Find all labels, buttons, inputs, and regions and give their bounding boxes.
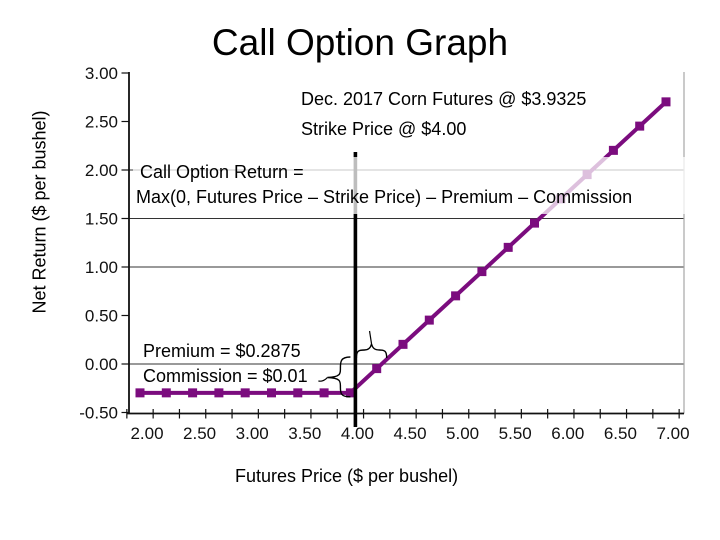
data-marker: [477, 267, 487, 277]
data-marker: [635, 121, 645, 131]
data-marker: [240, 388, 250, 398]
x-tick-label: 2.00: [130, 424, 163, 443]
annotation-commission: Commission = $0.01: [143, 366, 308, 386]
y-tick-label: -0.50: [79, 404, 118, 423]
x-tick-label: 6.50: [604, 424, 637, 443]
x-tick-label: 7.00: [656, 424, 689, 443]
data-marker: [424, 315, 434, 325]
data-marker: [372, 364, 382, 374]
premium-brace-connector: [318, 377, 328, 382]
y-tick-label: 0.50: [85, 307, 118, 326]
data-marker: [530, 218, 539, 228]
chart-title: Call Option Graph: [211, 22, 509, 63]
x-tick-label: 5.00: [446, 424, 479, 443]
data-marker: [267, 388, 276, 398]
y-tick-label: 1.00: [85, 258, 118, 277]
x-tick-label: 2.50: [183, 424, 216, 443]
y-tick-label: 1.50: [85, 210, 118, 229]
x-tick-label: 6.00: [551, 424, 584, 443]
annotation-strike: Strike Price @ $4.00: [301, 119, 467, 139]
data-marker: [345, 388, 355, 398]
annotation-premium: Premium = $0.2875: [143, 341, 301, 361]
x-tick-label: 3.50: [288, 424, 321, 443]
y-tick-label: 3.00: [85, 64, 118, 83]
data-marker: [451, 291, 461, 301]
breakeven-brace-tail: [368, 330, 373, 345]
y-tick-label: 2.00: [85, 161, 118, 180]
breakeven-brace: [355, 343, 388, 359]
data-marker: [319, 388, 329, 398]
data-marker: [293, 388, 303, 398]
formula-backdrop: [133, 157, 712, 214]
x-tick-label: 3.00: [236, 424, 269, 443]
x-tick-label: 4.50: [393, 424, 426, 443]
formula-text-line1: Call Option Return =: [140, 162, 304, 182]
data-marker: [188, 388, 198, 398]
annotation-futures: Dec. 2017 Corn Futures @ $3.9325: [301, 89, 587, 109]
data-marker: [161, 388, 171, 398]
x-axis-title: Futures Price ($ per bushel): [235, 466, 459, 486]
data-marker: [661, 97, 671, 107]
y-tick-label: 2.50: [85, 113, 118, 132]
x-tick-label: 5.50: [499, 424, 532, 443]
data-marker: [398, 339, 408, 349]
data-marker: [214, 388, 224, 398]
data-marker: [608, 145, 618, 155]
data-marker: [503, 242, 513, 252]
formula-text-line2: Max(0, Futures Price – Strike Price) – P…: [136, 187, 633, 207]
data-marker: [135, 388, 145, 398]
y-tick-label: 0.00: [85, 355, 118, 374]
x-tick-label: 4.00: [341, 424, 374, 443]
